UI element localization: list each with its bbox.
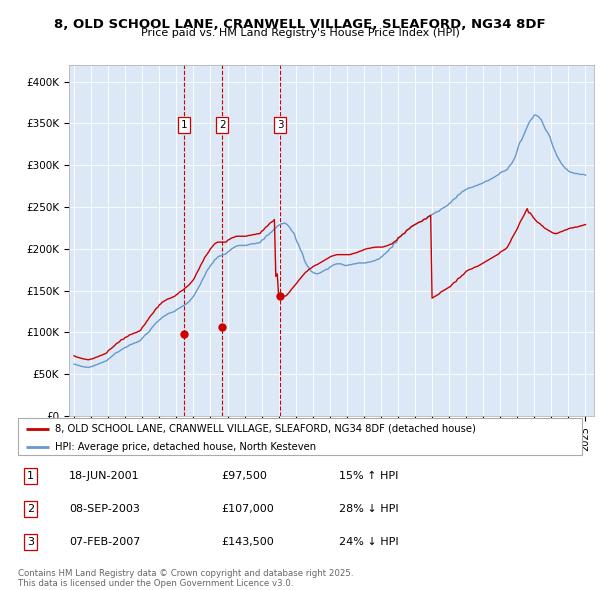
Text: 8, OLD SCHOOL LANE, CRANWELL VILLAGE, SLEAFORD, NG34 8DF: 8, OLD SCHOOL LANE, CRANWELL VILLAGE, SL… xyxy=(54,18,546,31)
FancyBboxPatch shape xyxy=(18,418,582,455)
Text: 8, OLD SCHOOL LANE, CRANWELL VILLAGE, SLEAFORD, NG34 8DF (detached house): 8, OLD SCHOOL LANE, CRANWELL VILLAGE, SL… xyxy=(55,424,476,434)
Text: £107,000: £107,000 xyxy=(221,504,274,514)
Text: £97,500: £97,500 xyxy=(221,471,267,481)
Text: 07-FEB-2007: 07-FEB-2007 xyxy=(69,537,140,547)
Text: 1: 1 xyxy=(27,471,34,481)
Text: 15% ↑ HPI: 15% ↑ HPI xyxy=(340,471,399,481)
Text: 2: 2 xyxy=(219,120,226,130)
Text: Price paid vs. HM Land Registry's House Price Index (HPI): Price paid vs. HM Land Registry's House … xyxy=(140,28,460,38)
Text: 2: 2 xyxy=(27,504,34,514)
Text: 08-SEP-2003: 08-SEP-2003 xyxy=(69,504,140,514)
Text: 24% ↓ HPI: 24% ↓ HPI xyxy=(340,537,399,547)
Text: HPI: Average price, detached house, North Kesteven: HPI: Average price, detached house, Nort… xyxy=(55,442,316,453)
Text: Contains HM Land Registry data © Crown copyright and database right 2025.
This d: Contains HM Land Registry data © Crown c… xyxy=(18,569,353,588)
Text: 18-JUN-2001: 18-JUN-2001 xyxy=(69,471,139,481)
Text: £143,500: £143,500 xyxy=(221,537,274,547)
Text: 28% ↓ HPI: 28% ↓ HPI xyxy=(340,504,399,514)
Text: 3: 3 xyxy=(277,120,284,130)
Text: 3: 3 xyxy=(27,537,34,547)
Text: 1: 1 xyxy=(181,120,188,130)
